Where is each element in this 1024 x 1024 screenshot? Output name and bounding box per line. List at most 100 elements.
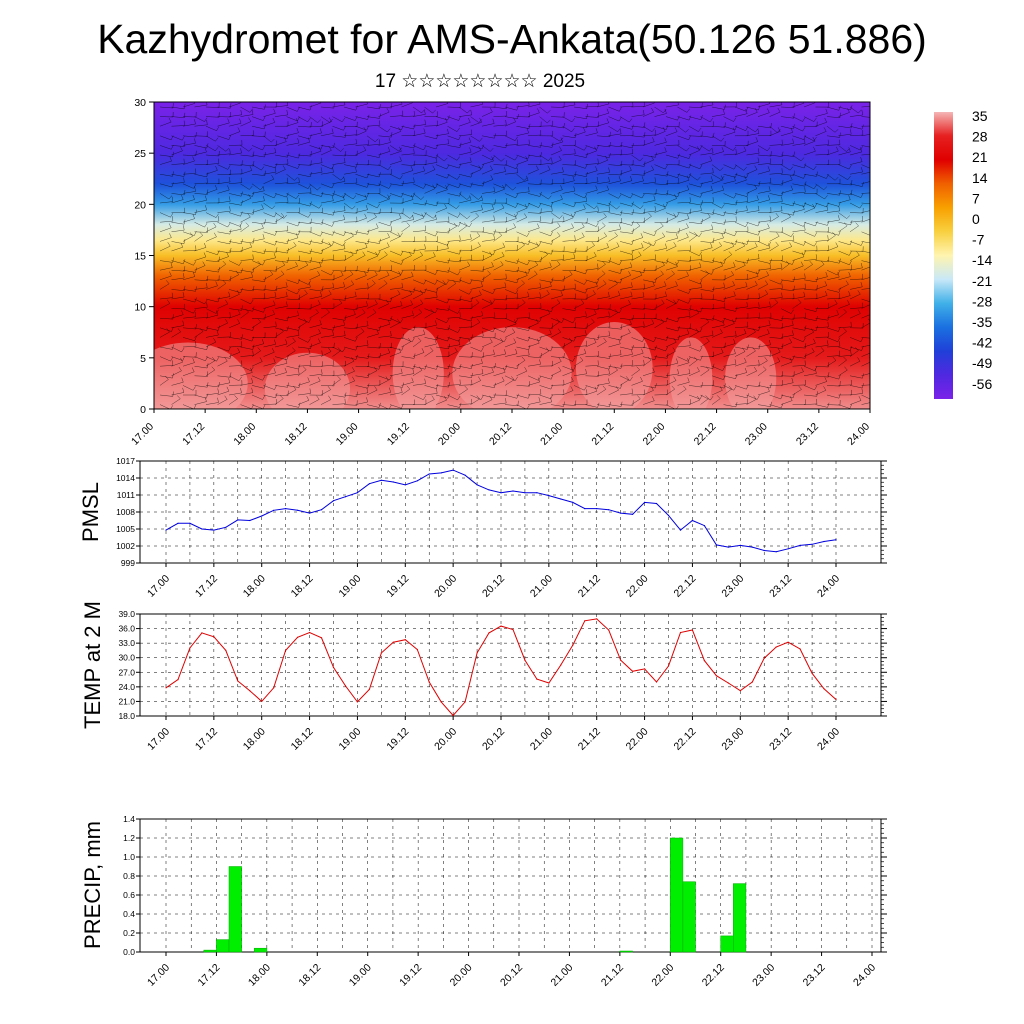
wind-barb-flag [632,314,634,320]
wind-barb-flag [248,117,252,122]
wind-barb-flag [688,299,691,304]
wind-barb [481,289,493,294]
wind-barb [320,231,333,236]
wind-barb-flag [459,277,462,283]
wind-barb-flag [206,102,208,106]
y-tick-label: 21.0 [118,696,135,706]
wind-barb-flag [608,206,611,212]
wind-barb [424,385,437,389]
wind-barb [826,231,839,236]
wind-barb-flag [354,291,357,297]
wind-barb-flag [744,367,748,373]
wind-barb [251,208,264,213]
wind-barb [286,404,299,408]
wind-barb [332,181,345,185]
wind-barb [826,260,840,264]
wind-barb-flag [387,232,390,238]
wind-barb [366,183,380,186]
wind-barb [803,365,815,371]
wind-barb [366,144,380,146]
wind-barb [309,399,320,405]
wind-barb [470,209,483,213]
wind-barb [700,269,712,275]
wind-barb [539,333,552,338]
wind-barb-flag [411,271,414,277]
wind-barb [849,151,862,156]
wind-barb-flag [678,228,680,234]
wind-barb [481,169,493,175]
wind-barb [849,241,862,246]
wind-barb-flag [362,309,366,314]
wind-barb-flag [557,260,561,265]
wind-barb [274,141,287,146]
wind-barb [182,199,195,204]
wind-barb [838,221,851,226]
wind-barb [665,198,677,204]
wind-barb [539,346,551,352]
wind-barb-flag [423,279,427,285]
wind-barb [792,265,804,271]
wind-barb [677,189,689,194]
wind-barb-flag [411,310,414,316]
wind-barb-flag [182,356,185,361]
wind-barb-flag [644,208,646,214]
wind-barb [711,237,724,242]
wind-barb [562,239,576,242]
wind-barb [608,133,622,137]
data-point [560,498,562,500]
wind-barb [769,288,783,290]
wind-barb-flag [621,170,623,176]
wind-barb [458,151,472,156]
wind-barb [861,241,870,244]
wind-barb [780,382,794,386]
wind-barb-flag [524,271,528,276]
wind-barb-flag [413,248,416,254]
wind-barb [711,221,725,225]
wind-barb [194,385,208,388]
wind-barb [527,202,539,208]
wind-barb-flag [444,157,448,162]
data-point [512,628,514,631]
wind-barb [826,126,836,133]
wind-barb [297,400,309,405]
wind-barb [562,212,574,217]
wind-barb [631,202,641,209]
wind-barb-flag [240,109,242,115]
wind-barb [711,212,724,217]
wind-barb-flag [308,280,311,285]
wind-barb-flag [666,190,669,196]
wind-barb [585,337,599,340]
wind-barb [274,202,289,204]
wind-barb-flag [444,395,447,401]
y-tick-label: 30 [134,97,146,109]
wind-barb-flag [193,309,196,314]
wind-barb-flag [214,185,218,190]
wind-barb [274,230,288,233]
wind-barb [401,102,413,108]
wind-barb [401,199,414,204]
wind-barb-flag [597,402,600,408]
wind-barb-flag [493,215,495,221]
colorbar-label: -28 [972,293,992,309]
wind-barb [458,114,472,117]
wind-barb [309,324,322,329]
wind-barb-flag [249,165,253,171]
wind-barb [688,287,702,290]
wind-barb [401,388,411,396]
wind-barb-flag [824,281,828,286]
data-point [392,641,394,643]
wind-barb [182,385,194,391]
colorbar-label: 14 [972,170,988,186]
wind-barb [194,231,208,233]
wind-barb-flag [193,404,197,409]
wind-barb-flag [386,271,390,276]
wind-barb [562,173,576,177]
wind-barb [401,255,412,261]
wind-barb [366,241,380,244]
wind-barb-flag [192,271,196,277]
wind-barb [343,202,353,210]
wind-barb [274,193,287,198]
wind-barb-flag [390,330,392,336]
wind-barb [734,201,748,204]
wind-barb [251,190,265,194]
